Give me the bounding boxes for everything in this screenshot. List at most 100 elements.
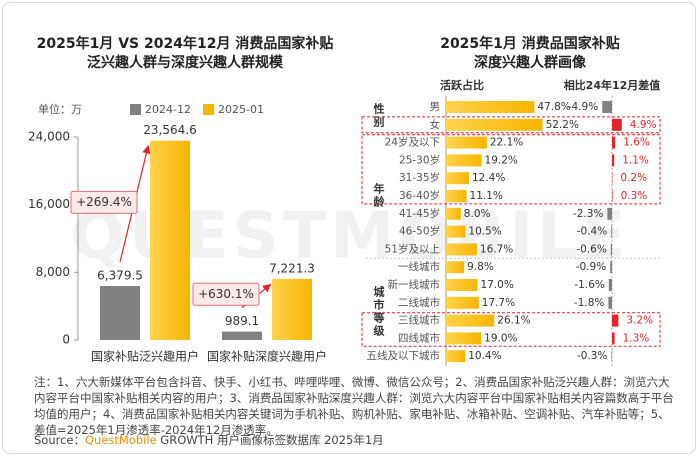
source: Source：QuestMobile GROWTH 用户画像标签数据库 2025… xyxy=(34,432,384,448)
bar xyxy=(446,243,477,256)
chart-title: 深度兴趣人群画像 xyxy=(474,54,587,71)
category-label: 女 xyxy=(430,118,441,131)
category-label: 36-40岁 xyxy=(399,189,440,202)
group-label: 性别 xyxy=(372,102,386,129)
diff-bar xyxy=(611,225,612,238)
bar xyxy=(446,225,466,238)
bar xyxy=(446,261,465,274)
diff-label: -1.8% xyxy=(574,297,604,309)
chart: QUESTMOBILE 2025年1月 VS 2024年12月 消费品国家补贴泛… xyxy=(28,35,661,366)
value-label: 19.2% xyxy=(485,154,518,166)
category-label: 三线城市 xyxy=(398,314,440,327)
source-brand: QuestMobile xyxy=(85,433,157,447)
y-tick-label: 8,000 xyxy=(36,265,70,279)
chart-title: 泛兴趣人群与深度兴趣人群规模 xyxy=(87,54,284,71)
bar xyxy=(222,331,262,340)
category-label: 41-45岁 xyxy=(399,207,440,220)
source-text: GROWTH 用户画像标签数据库 2025年1月 xyxy=(156,433,384,447)
group-label: 年龄 xyxy=(372,182,385,209)
diff-bar xyxy=(611,350,612,363)
bar xyxy=(446,314,495,327)
value-label: 17.7% xyxy=(482,297,515,309)
value-label: 989.1 xyxy=(225,314,259,328)
category-label: 二线城市 xyxy=(398,296,440,309)
y-tick-label: 16,000 xyxy=(28,197,70,211)
category-label: 男 xyxy=(430,101,441,113)
legend-label: 2024-12 xyxy=(145,103,191,116)
value-label: 7,221.3 xyxy=(269,261,315,275)
annotation-box xyxy=(70,190,138,214)
bar xyxy=(272,278,312,340)
diff-bar xyxy=(612,118,622,131)
source-prefix: Source： xyxy=(34,433,85,447)
value-label: 12.4% xyxy=(472,172,505,184)
chart-title: 2025年1月 消费品国家补贴 xyxy=(440,35,620,52)
bar xyxy=(446,172,469,185)
group-label: 城市等级 xyxy=(372,284,386,337)
value-label: 23,564.6 xyxy=(143,123,196,137)
bar xyxy=(446,332,482,345)
diff-bar xyxy=(612,332,615,345)
diff-label: -2.3% xyxy=(573,208,603,220)
diff-label: 1.6% xyxy=(623,137,650,149)
diff-bar xyxy=(612,190,613,202)
category-label: 五线及以下城市 xyxy=(367,349,441,362)
value-label: 9.8% xyxy=(467,261,494,273)
x-tick-label: 国家补贴泛兴趣用户 xyxy=(91,349,199,364)
diff-bar xyxy=(608,279,612,291)
diff-label: -0.3% xyxy=(577,350,607,362)
value-label: 52.2% xyxy=(546,119,579,131)
value-label: 22.1% xyxy=(490,137,523,149)
bar xyxy=(446,207,461,220)
frame xyxy=(2,2,696,454)
diff-label: 0.2% xyxy=(620,172,647,184)
value-label: 17.0% xyxy=(480,279,513,291)
category-label: 24岁及以下 xyxy=(385,136,440,149)
diff-bar xyxy=(602,101,612,113)
annotation: +269.4% xyxy=(76,195,132,209)
diff-label: 1.1% xyxy=(622,154,649,166)
chart-title: 2025年1月 VS 2024年12月 消费品国家补贴 xyxy=(37,35,334,52)
category-label: 25-30岁 xyxy=(399,153,440,166)
annotation: +630.1% xyxy=(198,287,254,301)
value-label: 11.1% xyxy=(470,190,503,202)
diff-label: -1.6% xyxy=(574,279,604,291)
diff-bar xyxy=(612,154,615,167)
value-label: 10.4% xyxy=(468,350,501,362)
y-tick-label: 0 xyxy=(62,333,70,347)
value-label: 19.0% xyxy=(484,332,517,344)
annotation-box xyxy=(192,282,260,306)
bar xyxy=(446,190,467,202)
legend-swatch xyxy=(130,104,141,115)
diff-label: 4.9% xyxy=(630,119,657,131)
value-label: 6,379.5 xyxy=(97,269,143,283)
diff-bar xyxy=(610,243,612,256)
diff-label: -0.6% xyxy=(576,243,606,255)
y-tick-label: 24,000 xyxy=(28,130,70,144)
diff-bar xyxy=(607,207,612,220)
bar xyxy=(446,350,466,363)
diff-label: 1.3% xyxy=(623,332,650,344)
diff-label: 0.3% xyxy=(621,190,648,202)
highlight-box xyxy=(361,116,661,134)
x-tick-label: 国家补贴深度兴趣用户 xyxy=(207,349,327,364)
diff-bar xyxy=(612,136,616,149)
highlight-box xyxy=(361,312,661,347)
value-label: 8.0% xyxy=(464,208,491,220)
category-label: 31-35岁 xyxy=(399,171,440,184)
diff-label: 3.2% xyxy=(626,315,653,327)
bar xyxy=(446,118,543,131)
category-label: 新一线城市 xyxy=(388,278,441,291)
legend-label: 2025-01 xyxy=(218,103,264,116)
diff-bar xyxy=(608,296,612,309)
bar xyxy=(446,296,479,309)
diff-label: -0.9% xyxy=(576,261,606,273)
category-label: 46-50岁 xyxy=(399,225,440,238)
value-label: 16.7% xyxy=(480,243,513,255)
diff-bar xyxy=(610,261,612,274)
value-label: 47.8% xyxy=(537,101,570,113)
bar xyxy=(100,286,140,340)
bar xyxy=(150,140,190,340)
unit-label: 单位：万 xyxy=(38,102,82,116)
bar xyxy=(446,136,487,149)
